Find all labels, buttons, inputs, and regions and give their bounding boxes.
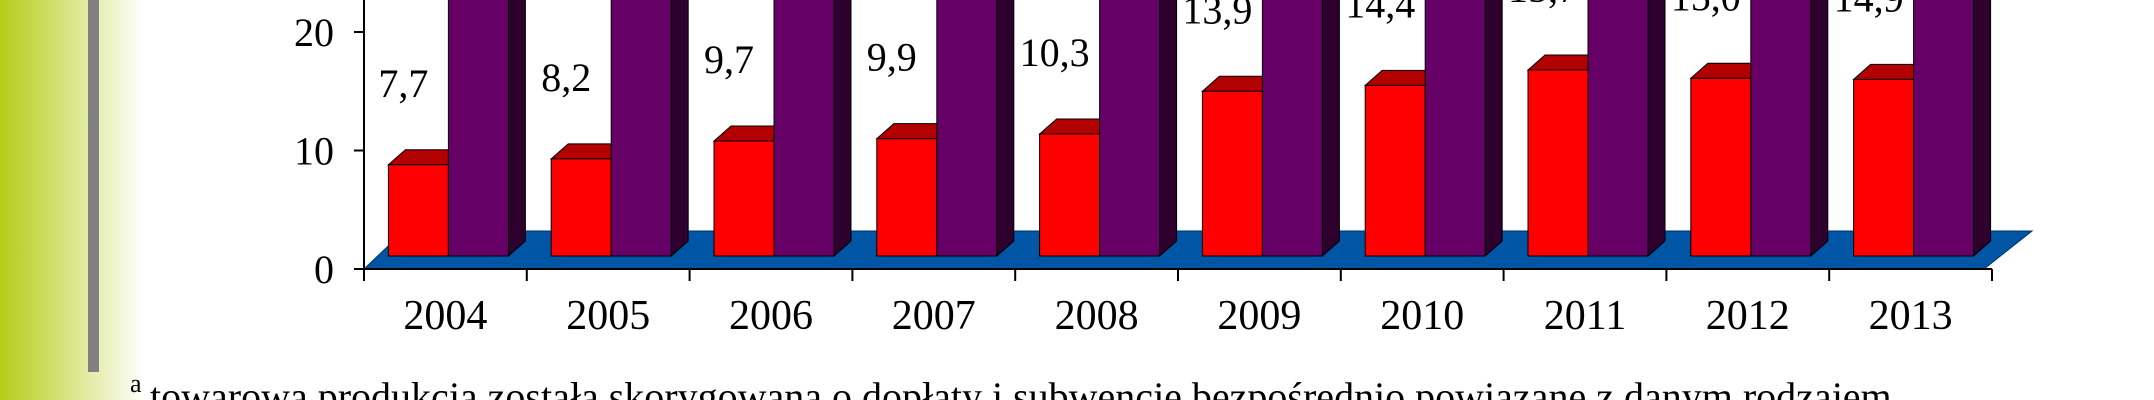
x-tick-label: 2004 — [403, 293, 487, 339]
bar — [1913, 0, 1992, 258]
value-label: 10,3 — [1020, 30, 1090, 75]
side-bar — [88, 0, 99, 372]
value-label: 13,9 — [1182, 0, 1252, 32]
x-tick-label: 2007 — [892, 293, 976, 339]
value-label: 14,4 — [1345, 0, 1415, 26]
value-label: 15,0 — [1671, 0, 1741, 19]
bar — [447, 0, 526, 258]
y-tick-label: 20 — [294, 10, 334, 55]
bar — [1424, 0, 1503, 258]
bar — [773, 0, 852, 258]
x-tick-label: 2010 — [1380, 293, 1464, 339]
value-label: 15,7 — [1508, 0, 1578, 11]
bar — [1261, 0, 1340, 258]
x-tick-label: 2008 — [1055, 293, 1139, 339]
value-label: 7,7 — [378, 61, 428, 106]
value-label: 9,9 — [867, 35, 917, 80]
footnote-marker: a — [130, 369, 142, 398]
bar — [936, 0, 1015, 258]
bar — [1099, 0, 1178, 258]
x-tick-label: 2009 — [1217, 293, 1301, 339]
footnote: towarowa produkcja została skorygowana o… — [150, 374, 1892, 400]
value-label: 14,9 — [1834, 0, 1904, 20]
x-tick-label: 2012 — [1706, 293, 1790, 339]
y-tick-label: 0 — [314, 247, 334, 292]
value-label: 8,2 — [541, 55, 591, 100]
bar — [1750, 0, 1829, 258]
x-tick-label: 2013 — [1869, 293, 1953, 339]
bar — [1587, 0, 1666, 258]
y-tick-label: 10 — [294, 129, 334, 174]
side-decoration — [0, 0, 145, 400]
x-tick-label: 2006 — [729, 293, 813, 339]
x-tick-label: 2005 — [566, 293, 650, 339]
bar — [610, 0, 689, 258]
value-label: 9,7 — [704, 37, 754, 82]
x-tick-label: 2011 — [1544, 293, 1626, 339]
